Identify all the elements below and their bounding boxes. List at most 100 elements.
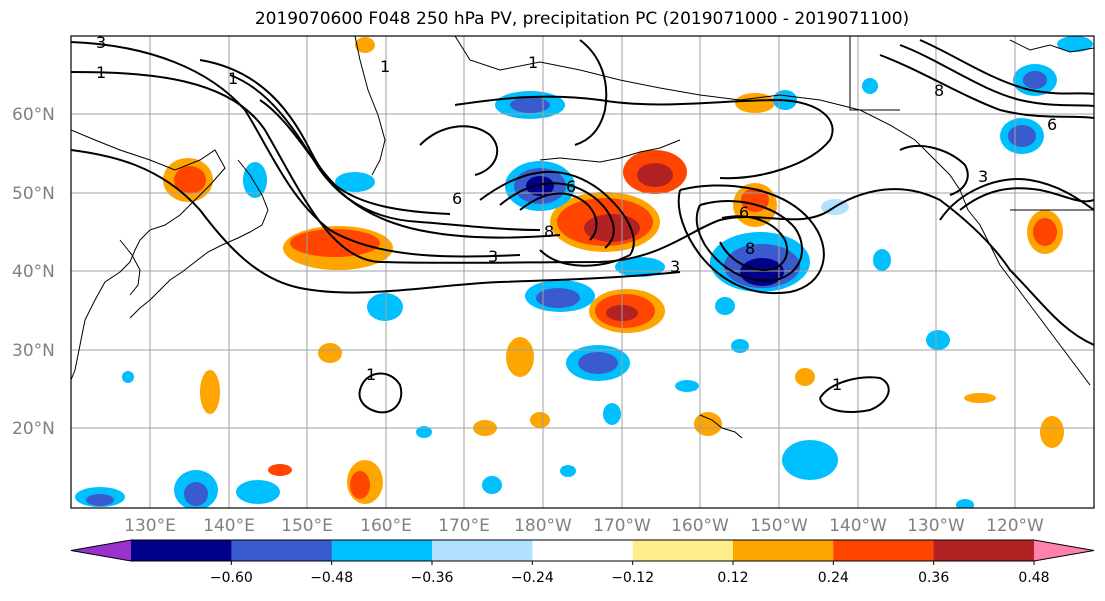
precip-neg-blob [335,172,375,192]
pv-contour-3 [419,125,499,176]
colorbar-swatch [632,540,734,561]
pv-contour-1 [819,376,890,413]
precip-pos-blob [355,37,375,53]
pv-contour-1 [71,149,681,294]
pv-contour-8 [499,182,615,249]
precip-neg-blob [615,257,665,277]
precip-pos-blob [506,337,534,377]
pv-contour-3 [71,41,521,258]
pv-contour-6 [677,184,825,295]
lon-label: 140°E [203,516,255,536]
colorbar-tick-label: −0.24 [511,570,554,586]
contour-label: 6 [1047,115,1057,134]
contour-label: 1 [228,69,238,88]
pv-contour-8 [519,192,598,241]
coast-asia [71,129,226,381]
contour-label: 1 [380,57,390,76]
precip-pos-blob [964,393,996,403]
colorbar-tick-label: 0.24 [818,570,849,586]
coast-kamchatka [354,36,386,176]
precip-pos-blob [735,93,775,113]
contour-label: 3 [978,167,988,186]
precip-pos-blob [584,214,640,242]
precip-neg-blob [873,249,891,271]
precip-shading [75,36,1093,508]
precip-neg-blob [1008,125,1036,147]
pv-contour-8 [919,39,1094,95]
colorbar-extend-low [71,540,131,561]
precip-neg-blob [740,258,784,286]
colorbar-swatch [131,540,232,561]
colorbar-tick-label: −0.12 [611,570,654,586]
colorbar-tick-label: 0.48 [1018,570,1049,586]
lon-label: 150°E [281,516,333,536]
coast-arctic [1009,39,1094,53]
lon-label: 180°W [514,516,572,536]
lat-label: 40°N [12,262,55,282]
precip-neg-blob [603,403,621,425]
colorbar-tick-label: −0.36 [411,570,454,586]
pv-contours [71,39,1094,414]
colorbar-swatch [432,540,533,561]
lat-label: 30°N [12,341,55,361]
precip-neg-blob [122,371,134,383]
coastlines [71,36,1094,439]
colorbar-extend-high [1034,540,1094,561]
precip-pos-blob [1040,416,1064,448]
precip-pos-blob [268,464,292,476]
contour-label: 6 [452,189,462,208]
colorbar-swatch [933,540,1035,561]
contour-label: 3 [96,33,106,52]
pv-contour-8 [959,187,1094,211]
pv-contour-1 [71,71,1094,346]
precip-neg-blob [482,476,502,494]
colorbar-outline [70,539,1095,562]
lon-label: 140°W [829,516,887,536]
precip-pos-blob [1033,218,1057,246]
colorbar-swatch [833,540,935,561]
contour-label: 8 [544,222,554,241]
precip-neg-blob [926,330,950,350]
precip-neg-blob [184,482,208,506]
lon-label: 160°W [671,516,729,536]
colorbar-swatch [532,540,634,561]
colorbar: −0.60 −0.48 −0.36 −0.24 −0.12 0.12 0.24 0.36 0.4… [70,539,1095,586]
precip-neg-blob [862,78,878,94]
coast-alaska [454,36,969,211]
precip-neg-blob [731,339,749,353]
colorbar-tick-label: 0.12 [717,570,748,586]
contour-label: 1 [96,63,106,82]
lon-label: 130°E [124,516,176,536]
coast-aleutians [539,139,681,163]
colorbar-swatch [733,540,834,561]
pv-contour-8 [259,99,451,215]
precip-neg-blob [782,440,838,480]
lon-label: 130°W [907,516,965,536]
pv-contour-6 [939,178,1094,221]
precip-pos-blob [290,229,380,257]
pv-contour-6 [899,44,1094,107]
lon-label: 170°W [593,516,651,536]
coast-korea [119,239,141,296]
precip-pos-blob [350,471,370,499]
lon-label: 150°W [750,516,808,536]
precip-pos-blob [318,343,342,363]
pv-contour-3 [574,39,608,146]
precip-neg-blob [675,380,699,392]
pv-contour-8 [695,200,804,282]
precip-neg-blob [526,176,554,196]
contour-label: 8 [745,239,755,258]
precip-pos-blob [174,166,206,194]
precip-neg-blob [236,480,280,504]
precip-neg-blob [578,352,618,374]
contour-label: 1 [366,365,376,384]
pv-contour-1 [454,95,834,180]
precip-neg-blob [416,426,432,438]
contour-label: 1 [832,375,842,394]
precip-neg-blob [536,288,580,308]
lon-label: 160°E [360,516,412,536]
lon-label: 170°E [438,516,490,536]
longitude-labels: 130°E 140°E 150°E 160°E 170°E 180°W 170°… [124,516,1044,536]
lat-label: 60°N [12,105,55,125]
